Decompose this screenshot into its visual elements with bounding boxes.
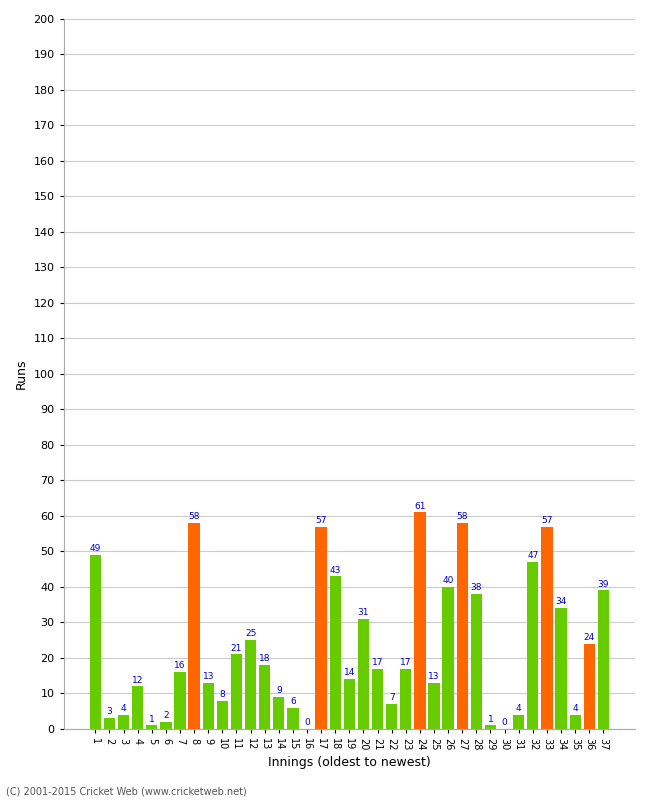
Text: 39: 39 — [597, 580, 609, 589]
Bar — [541, 526, 552, 729]
Bar — [527, 562, 538, 729]
Bar — [344, 679, 355, 729]
Bar — [146, 726, 157, 729]
Bar — [471, 594, 482, 729]
Bar — [330, 576, 341, 729]
Bar — [90, 555, 101, 729]
Text: 13: 13 — [428, 672, 440, 681]
Text: 47: 47 — [527, 551, 538, 560]
Text: (C) 2001-2015 Cricket Web (www.cricketweb.net): (C) 2001-2015 Cricket Web (www.cricketwe… — [6, 786, 247, 796]
Bar — [598, 590, 609, 729]
Text: 0: 0 — [502, 718, 508, 727]
Bar — [203, 682, 214, 729]
Bar — [118, 714, 129, 729]
Bar — [188, 523, 200, 729]
Bar — [372, 669, 383, 729]
Text: 21: 21 — [231, 644, 242, 653]
Bar — [428, 682, 439, 729]
Text: 4: 4 — [573, 704, 578, 713]
Bar — [287, 708, 298, 729]
Text: 43: 43 — [330, 566, 341, 574]
Text: 57: 57 — [315, 516, 327, 525]
Bar — [584, 644, 595, 729]
Text: 14: 14 — [344, 669, 355, 678]
Text: 6: 6 — [290, 697, 296, 706]
Bar — [485, 726, 496, 729]
Text: 1: 1 — [488, 714, 493, 723]
Bar — [569, 714, 581, 729]
Text: 1: 1 — [149, 714, 155, 723]
Text: 31: 31 — [358, 608, 369, 617]
Bar — [259, 665, 270, 729]
Bar — [161, 722, 172, 729]
Bar — [216, 701, 228, 729]
Text: 40: 40 — [443, 576, 454, 585]
Bar — [273, 697, 285, 729]
Bar — [174, 672, 186, 729]
Text: 24: 24 — [584, 633, 595, 642]
Bar — [400, 669, 411, 729]
Y-axis label: Runs: Runs — [15, 358, 28, 390]
Bar — [104, 718, 115, 729]
Text: 16: 16 — [174, 662, 186, 670]
Bar — [443, 587, 454, 729]
Text: 25: 25 — [245, 630, 256, 638]
Text: 4: 4 — [121, 704, 126, 713]
X-axis label: Innings (oldest to newest): Innings (oldest to newest) — [268, 756, 431, 769]
Text: 9: 9 — [276, 686, 281, 695]
Text: 12: 12 — [132, 675, 144, 685]
Bar — [513, 714, 525, 729]
Text: 38: 38 — [471, 583, 482, 592]
Text: 18: 18 — [259, 654, 270, 663]
Text: 58: 58 — [188, 512, 200, 522]
Bar — [456, 523, 468, 729]
Bar — [132, 686, 143, 729]
Text: 13: 13 — [202, 672, 214, 681]
Bar — [414, 512, 426, 729]
Text: 61: 61 — [414, 502, 426, 510]
Text: 8: 8 — [220, 690, 225, 698]
Text: 17: 17 — [372, 658, 383, 666]
Text: 3: 3 — [107, 707, 112, 717]
Text: 2: 2 — [163, 711, 169, 720]
Text: 0: 0 — [304, 718, 310, 727]
Bar — [555, 608, 567, 729]
Text: 17: 17 — [400, 658, 411, 666]
Text: 58: 58 — [456, 512, 468, 522]
Text: 4: 4 — [516, 704, 521, 713]
Bar — [231, 654, 242, 729]
Bar — [386, 704, 397, 729]
Text: 57: 57 — [541, 516, 552, 525]
Text: 34: 34 — [555, 598, 567, 606]
Bar — [315, 526, 327, 729]
Bar — [245, 640, 256, 729]
Text: 49: 49 — [90, 544, 101, 554]
Text: 7: 7 — [389, 694, 395, 702]
Bar — [358, 619, 369, 729]
